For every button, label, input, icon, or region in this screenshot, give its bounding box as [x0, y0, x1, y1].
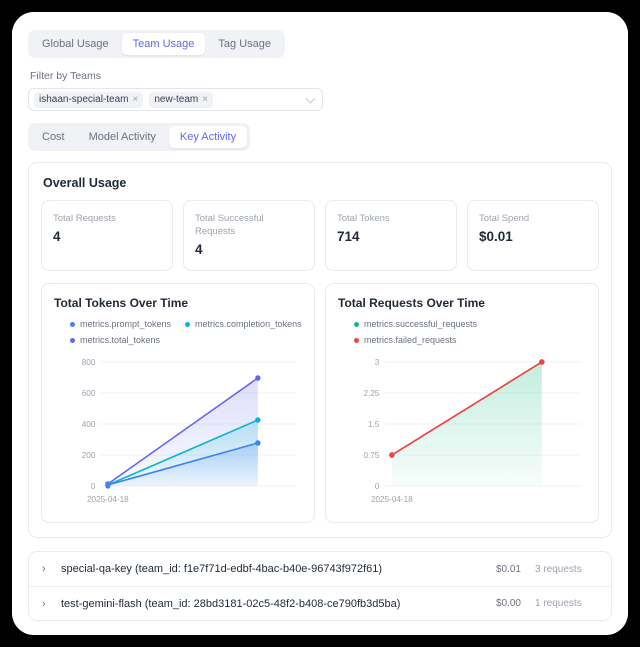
data-points — [105, 375, 261, 489]
key-name: special-qa-key (team_id: f1e7f71d-edbf-4… — [61, 563, 383, 575]
tab-team-usage[interactable]: Team Usage — [121, 33, 206, 55]
y-tick-label: 0.75 — [363, 450, 379, 460]
tab-model-activity[interactable]: Model Activity — [88, 131, 156, 143]
line-total-tokens — [107, 377, 259, 485]
y-tick-label: 1.5 — [368, 419, 380, 429]
line-prompt-tokens — [107, 442, 259, 486]
y-axis-ticks: 3 2.25 1.5 0.75 0 — [363, 357, 379, 491]
stat-card-total-requests: Total Requests 4 — [41, 200, 173, 271]
requests-over-time-plot: 3 2.25 1.5 0.75 0 2025-04-18 — [363, 357, 581, 504]
legend-dot-icon — [70, 337, 75, 343]
key-name: test-gemini-flash (team_id: 28bd3181-02c… — [61, 597, 401, 610]
area-successful-requests — [391, 362, 542, 486]
y-tick-label: 3 — [375, 357, 380, 367]
team-filter-select[interactable]: ishaan-special-team × new-team × — [28, 88, 323, 111]
filter-by-teams-label: Filter by Teams — [30, 70, 101, 82]
legend-dot-icon — [354, 337, 359, 343]
stat-value: 4 — [53, 229, 61, 244]
team-chip-label: new-team — [154, 93, 199, 105]
line-completion-tokens — [107, 419, 259, 486]
team-chip[interactable]: new-team × — [149, 91, 214, 108]
close-icon[interactable]: × — [202, 93, 209, 105]
page-title: Overall Usage — [43, 176, 127, 190]
key-request-count: 1 requests — [535, 598, 582, 609]
stat-label: Total Spend — [479, 213, 530, 224]
tab-tag-usage[interactable]: Tag Usage — [218, 38, 272, 50]
stat-card-group: Total Requests 4 Total Successful Reques… — [41, 200, 599, 271]
team-chip[interactable]: ishaan-special-team × — [34, 91, 144, 108]
y-tick-label: 400 — [82, 419, 96, 429]
legend-label: metrics.successful_requests — [364, 319, 478, 329]
legend-item-prompt-tokens[interactable]: metrics.prompt_tokens — [70, 318, 171, 330]
key-request-count: 3 requests — [535, 563, 582, 575]
requests-over-time-chart-card: Total Requests Over Time metrics.success… — [325, 283, 599, 523]
chevron-down-icon[interactable] — [305, 93, 316, 104]
x-tick-label: 2025-04-18 — [371, 494, 413, 504]
y-tick-label: 2.25 — [363, 388, 379, 398]
legend-label: metrics.completion_tokens — [195, 319, 302, 329]
chevron-right-icon[interactable]: › — [42, 597, 46, 610]
tab-key-activity[interactable]: Key Activity — [168, 126, 248, 148]
chart-legend: metrics.successful_requests metrics.fail… — [354, 318, 588, 346]
key-spend: $0.00 — [495, 598, 521, 609]
legend-item-completion-tokens[interactable]: metrics.completion_tokens — [185, 318, 302, 330]
line-failed-requests — [391, 361, 543, 456]
chart-legend: metrics.prompt_tokens metrics.completion… — [70, 318, 304, 346]
list-item[interactable]: › special-qa-key (team_id: f1e7f71d-edbf… — [29, 552, 611, 586]
legend-item-total-tokens[interactable]: metrics.total_tokens — [70, 334, 160, 346]
legend-label: metrics.failed_requests — [364, 335, 457, 345]
close-icon[interactable]: × — [132, 93, 139, 105]
y-tick-label: 0 — [375, 481, 380, 491]
legend-dot-icon — [70, 321, 75, 327]
chevron-right-icon[interactable]: › — [42, 563, 46, 575]
usage-page: Global Usage Team Usage Tag Usage Filter… — [12, 12, 628, 635]
tab-global-usage[interactable]: Global Usage — [42, 38, 109, 50]
app-window: Global Usage Team Usage Tag Usage Filter… — [12, 12, 628, 635]
list-item[interactable]: › test-gemini-flash (team_id: 28bd3181-0… — [29, 586, 611, 620]
y-tick-label: 800 — [82, 357, 96, 367]
stat-card-total-tokens: Total Tokens 714 — [325, 200, 457, 271]
y-tick-label: 600 — [82, 388, 96, 398]
y-tick-label: 200 — [82, 450, 96, 460]
tab-cost[interactable]: Cost — [42, 131, 65, 143]
legend-item-successful-requests[interactable]: metrics.successful_requests — [354, 318, 477, 330]
legend-label: metrics.total_tokens — [80, 335, 161, 345]
key-spend: $0.01 — [495, 563, 521, 575]
chart-title: Total Requests Over Time — [338, 296, 485, 310]
stat-card-total-successful-requests: Total Successful Requests 4 — [183, 200, 315, 271]
tokens-over-time-chart-card: Total Tokens Over Time metrics.prompt_to… — [41, 283, 315, 523]
stat-value: 714 — [337, 229, 360, 244]
x-tick-label: 2025-04-18 — [87, 494, 129, 504]
y-tick-label: 0 — [91, 481, 96, 491]
y-axis-ticks: 800 600 400 200 0 — [82, 357, 96, 491]
legend-label: metrics.prompt_tokens — [80, 319, 172, 329]
usage-scope-tabs: Global Usage Team Usage Tag Usage — [28, 30, 286, 58]
activity-tabs: Cost Model Activity Key Activity — [28, 123, 251, 151]
legend-dot-icon — [354, 321, 359, 327]
stat-value: 4 — [195, 242, 203, 257]
stat-label: Total Requests — [53, 213, 116, 224]
overall-usage-card: Overall Usage Total Requests 4 Total Suc… — [28, 162, 612, 538]
stat-label: Total Successful Requests — [195, 213, 264, 237]
stat-card-total-spend: Total Spend $0.01 — [467, 200, 599, 271]
key-activity-list: › special-qa-key (team_id: f1e7f71d-edbf… — [28, 551, 612, 621]
chart-title: Total Tokens Over Time — [54, 296, 189, 310]
legend-dot-icon — [185, 321, 191, 327]
legend-item-failed-requests[interactable]: metrics.failed_requests — [354, 334, 457, 346]
data-points — [389, 359, 545, 458]
chart-row: Total Tokens Over Time metrics.prompt_to… — [41, 283, 599, 523]
stat-label: Total Tokens — [337, 213, 390, 224]
tokens-over-time-plot: 800 600 400 200 0 — [82, 357, 297, 504]
team-chip-label: ishaan-special-team — [39, 93, 129, 105]
stat-value: $0.01 — [479, 229, 513, 244]
